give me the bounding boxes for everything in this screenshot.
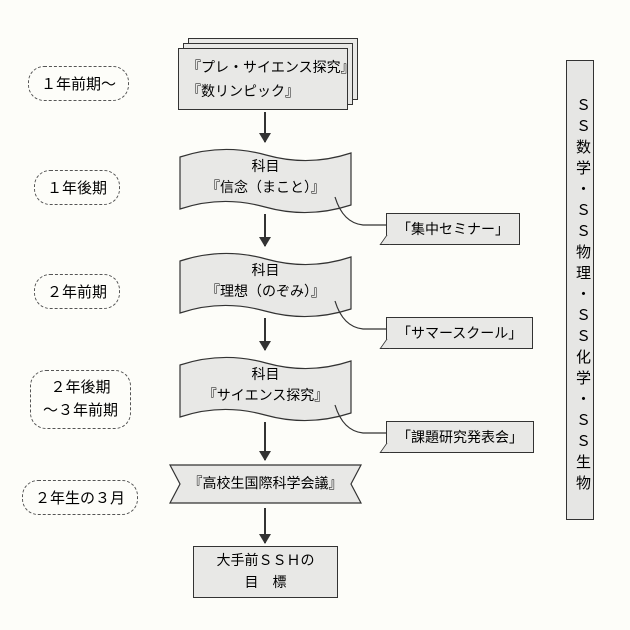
callout-2: 「サマースクール」 bbox=[386, 317, 533, 349]
doc-line1: 『プレ・サイエンス探究』 bbox=[187, 57, 355, 77]
arrow-3 bbox=[264, 318, 266, 350]
subject-3-title: 『サイエンス探究』 bbox=[203, 389, 329, 404]
conference-text: 『高校生国際科学会議』 bbox=[168, 473, 363, 493]
stage-label-2: １年後期 bbox=[34, 170, 120, 205]
stage-label-4-text: ２年後期 ～３年前期 bbox=[43, 380, 118, 419]
subject-2-heading: 科目 bbox=[252, 264, 280, 279]
arrow-1 bbox=[264, 112, 266, 142]
subject-1: 科目 『信念（まこと）』 bbox=[178, 145, 353, 215]
curve-2 bbox=[333, 299, 393, 339]
subject-2-title: 『理想（のぞみ）』 bbox=[206, 285, 325, 300]
callout-3-text: 「課題研究発表会」 bbox=[397, 431, 523, 446]
doc-line2: 『数リンピック』 bbox=[187, 81, 299, 101]
doc-page-front: 『プレ・サイエンス探究』 『数リンピック』 bbox=[178, 48, 348, 110]
conference-box: 『高校生国際科学会議』 bbox=[168, 463, 363, 503]
callout-1: 「集中セミナー」 bbox=[386, 213, 520, 245]
subject-1-heading: 科目 bbox=[252, 160, 280, 175]
goal-box: 大手前ＳＳＨの 目 標 bbox=[193, 546, 338, 598]
callout-3: 「課題研究発表会」 bbox=[386, 421, 534, 453]
stage-label-1: １年前期～ bbox=[28, 66, 129, 101]
arrow-2 bbox=[264, 214, 266, 246]
curve-1 bbox=[333, 195, 393, 235]
callout-2-text: 「サマースクール」 bbox=[397, 327, 522, 342]
stage-label-5: ２年生の３月 bbox=[22, 480, 138, 515]
subject-2: 科目 『理想（のぞみ）』 bbox=[178, 249, 353, 319]
subject-3: 科目 『サイエンス探究』 bbox=[178, 353, 353, 423]
callout-1-text: 「集中セミナー」 bbox=[397, 223, 509, 238]
stage-label-3: ２年前期 bbox=[34, 274, 120, 309]
arrow-4 bbox=[264, 422, 266, 460]
goal-line1: 大手前ＳＳＨの bbox=[217, 554, 315, 569]
subject-3-heading: 科目 bbox=[252, 368, 280, 383]
goal-line2: 目 標 bbox=[245, 576, 287, 591]
subject-1-title: 『信念（まこと）』 bbox=[206, 181, 325, 196]
curve-3 bbox=[333, 403, 393, 443]
sidebar-subjects: ＳＳ数学・ＳＳ物理・ＳＳ化学・ＳＳ生物 bbox=[566, 60, 594, 520]
stage-label-4: ２年後期 ～３年前期 bbox=[30, 370, 131, 429]
arrow-5 bbox=[264, 508, 266, 543]
